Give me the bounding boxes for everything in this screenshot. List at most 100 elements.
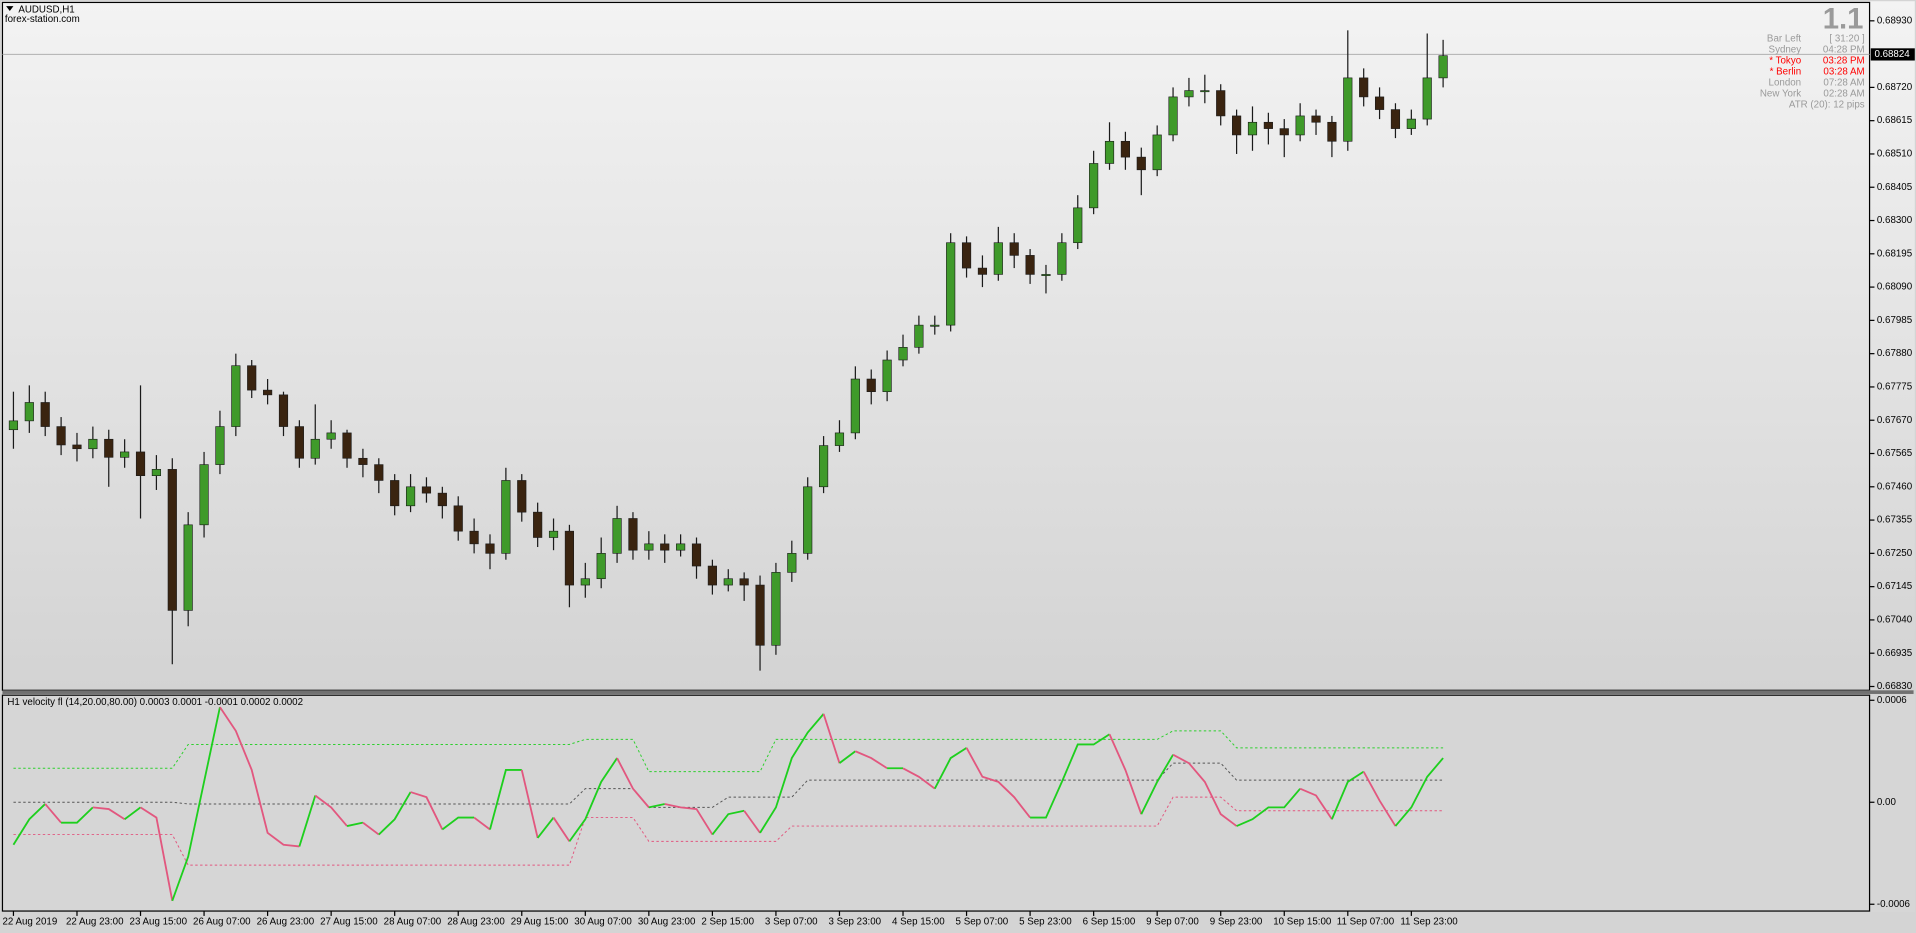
candle-body [104,438,114,458]
candle-body [1184,90,1194,98]
candle-body [469,530,479,545]
velocity-line [648,803,665,809]
x-tick-label: 10 Sep 15:00 [1273,917,1332,928]
main-pane-bg [1,1,1915,692]
x-tick-label: 6 Sep 15:00 [1083,917,1136,928]
candle-body [755,584,765,646]
candle-body [850,378,860,434]
velocity-line [759,713,825,834]
y-tick-label: 0.67775 [1877,382,1913,393]
candle-body [580,578,590,586]
velocity-line [410,791,444,830]
velocity-line [92,806,126,821]
candle-body [1232,115,1242,136]
candle-body [691,543,702,567]
y-tick-label: 0.67040 [1877,615,1913,626]
candle-body [834,432,845,446]
candle-body [437,492,447,507]
band-line [13,730,1444,773]
candle-body [771,572,781,646]
candle-body [24,402,34,422]
candle-body [278,394,289,427]
panel-row-value: 04:28 PM [1823,45,1865,56]
candle-body [120,451,130,458]
candle-body [1200,90,1210,93]
candle-body [914,324,924,348]
velocity-line [171,706,221,902]
velocity-line [933,747,968,790]
candle-body [803,486,813,554]
panel-row-value: 07:28 AM [1823,78,1864,89]
y-tick-label: 0.68195 [1877,248,1913,259]
candle-body [961,242,972,269]
velocity-line [1236,788,1301,827]
velocity-line [219,706,300,848]
y-tick-label: 0.67250 [1877,548,1913,559]
velocity-line [1299,787,1333,820]
candle-body [247,365,257,391]
indicator-title: H1 velocity fl (14,20.00,80.00) 0.0003 0… [7,697,303,708]
y-tick-label: 0.66935 [1877,648,1913,659]
candle-body [326,432,336,440]
x-tick-label: 26 Aug 07:00 [193,917,251,928]
pane-separator[interactable] [2,690,1914,694]
candle-body [1089,163,1099,209]
panel-row-label: London [1769,78,1802,89]
x-tick-label: 28 Aug 23:00 [447,917,505,928]
x-tick-label: 4 Sep 15:00 [892,917,945,928]
candle-body [135,451,146,477]
y-tick-label: 0.67565 [1877,448,1913,459]
y-tick-label: 0.0006 [1877,695,1907,706]
candle-body [1104,140,1115,164]
candle-body [946,242,956,326]
candle-body [1041,274,1051,276]
candle-body [1390,109,1401,129]
candle-body [787,553,797,573]
candle-body [1374,96,1385,110]
candle-body [421,486,432,494]
y-tick-label: 0.67670 [1877,415,1913,426]
velocity-line [441,816,475,831]
y-tick-label: 0.68615 [1877,115,1913,126]
y-tick-label: -0.0006 [1877,899,1910,910]
y-tick-label: 0.67880 [1877,348,1913,359]
velocity-line [362,821,380,836]
velocity-line [61,806,94,824]
x-tick-label: 29 Aug 15:00 [511,917,569,928]
candle-body [294,426,304,459]
velocity-line [743,810,761,834]
y-tick-label: 0.68405 [1877,182,1913,193]
x-tick-label: 23 Aug 15:00 [130,917,188,928]
candle-body [819,445,829,488]
candle-body [1136,156,1146,171]
velocity-line [1140,754,1174,815]
candle-body [199,464,209,526]
site-label: forex-station.com [5,14,80,25]
candle-body [739,578,749,586]
panel-row-value: 03:28 PM [1823,56,1865,67]
candle-body [342,432,352,459]
symbol-menu-arrow[interactable] [6,6,14,11]
candle-body [564,530,575,586]
atr-label: ATR (20): 12 pips [1789,99,1865,110]
velocity-line [854,750,888,770]
candle-body [930,324,940,327]
x-tick-label: 9 Sep 07:00 [1146,917,1199,928]
candle-body [1216,90,1226,117]
symbol-title: AUDUSD,H1 [18,4,74,15]
candle-body [533,511,543,538]
candle-body [485,543,495,554]
candle-body [612,518,622,554]
x-tick-label: 28 Aug 07:00 [384,917,442,928]
indicator-pane-bg [1,695,1915,913]
x-tick-label: 26 Aug 23:00 [257,917,315,928]
candle-body [977,267,988,275]
candle-body [8,420,19,431]
velocity-line [314,794,348,827]
panel-row-value: [ 31:20 ] [1829,34,1865,45]
velocity-line [1362,771,1397,827]
candle-body [1438,55,1448,79]
panel-row-value: 02:28 AM [1823,88,1864,99]
